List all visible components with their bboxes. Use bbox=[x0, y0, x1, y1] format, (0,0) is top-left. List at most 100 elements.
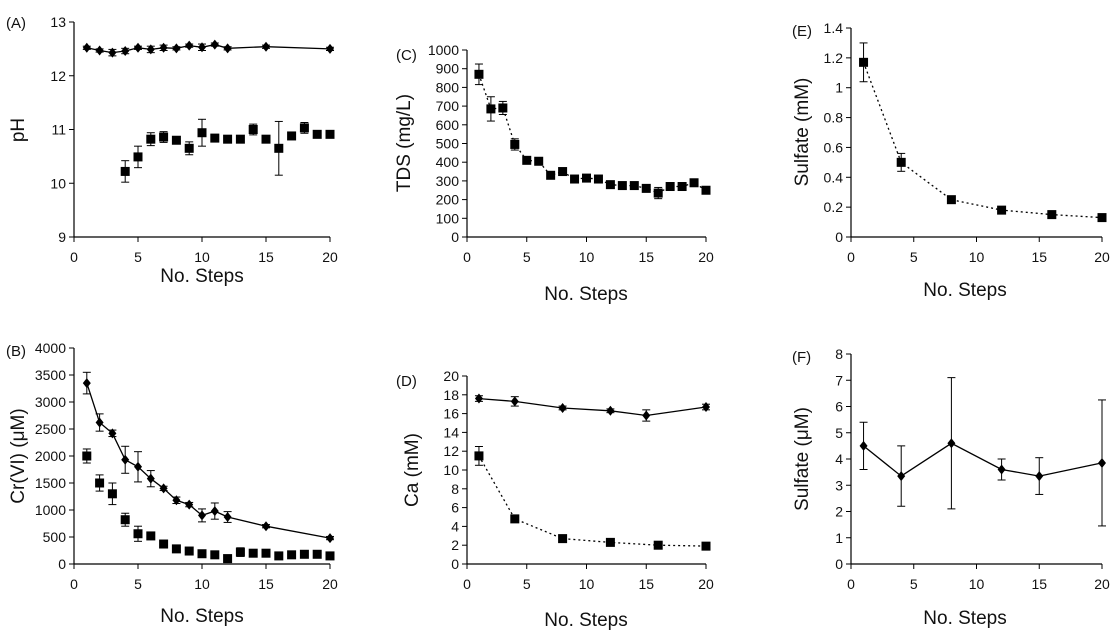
x-tick-label: 20 bbox=[322, 249, 338, 265]
data-point-square bbox=[546, 170, 556, 180]
y-tick-label: 1000 bbox=[428, 42, 459, 58]
data-point-square bbox=[312, 129, 322, 139]
data-point-square bbox=[665, 182, 675, 192]
y-tick-label: 100 bbox=[436, 210, 460, 226]
data-point-square bbox=[510, 139, 520, 149]
data-point-square bbox=[299, 549, 309, 559]
panel-f-sulfate-um: 0 1 2 3 4 5 6 7 8 0 5 10 15 20 (F) No. Steps Sulfate (μM… bbox=[792, 346, 1110, 629]
y-axis-label: Sulfate (μM) bbox=[792, 407, 813, 511]
y-axis-label: pH bbox=[8, 118, 29, 142]
y-tick-label: 14 bbox=[443, 424, 459, 440]
data-point-square bbox=[1047, 210, 1057, 220]
x-axis-label: No. Steps bbox=[923, 608, 1006, 629]
series-line bbox=[478, 74, 707, 194]
data-point-diamond bbox=[185, 499, 194, 510]
x-tick-label: 5 bbox=[910, 249, 918, 265]
data-point-square bbox=[1097, 213, 1107, 223]
x-tick-label: 5 bbox=[134, 576, 142, 592]
data-point-diamond bbox=[997, 464, 1006, 475]
data-point-square bbox=[210, 550, 220, 560]
x-tick-label: 15 bbox=[638, 576, 654, 592]
y-tick-label: 4 bbox=[835, 451, 843, 467]
data-point-diamond bbox=[134, 42, 142, 53]
data-point-square bbox=[582, 173, 591, 183]
x-tick-label: 20 bbox=[1094, 576, 1110, 592]
y-tick-label: 4000 bbox=[35, 340, 66, 356]
data-point-square bbox=[261, 134, 271, 144]
y-tick-label: 3000 bbox=[35, 394, 66, 410]
data-point-diamond bbox=[702, 402, 710, 413]
y-axis-label: Ca (mM) bbox=[402, 433, 423, 507]
series-line bbox=[862, 62, 1103, 219]
data-point-diamond bbox=[159, 483, 168, 494]
y-tick-label: 6 bbox=[835, 399, 843, 415]
data-point-square bbox=[474, 69, 484, 79]
y-tick-label: 1 bbox=[835, 530, 843, 546]
x-tick-label: 0 bbox=[70, 576, 78, 592]
data-point-square bbox=[534, 156, 544, 166]
x-axis-label: No. Steps bbox=[160, 606, 243, 627]
data-point-square bbox=[510, 514, 520, 524]
y-tick-label: 300 bbox=[436, 173, 460, 189]
data-point-diamond bbox=[108, 47, 117, 58]
panel-label: (A) bbox=[6, 15, 26, 32]
data-point-square bbox=[210, 133, 220, 143]
x-tick-label: 15 bbox=[1031, 576, 1047, 592]
y-tick-label: 1500 bbox=[35, 475, 66, 491]
x-axis-label: No. Steps bbox=[160, 266, 243, 287]
data-point-diamond bbox=[198, 510, 206, 521]
y-tick-label: 400 bbox=[436, 154, 460, 170]
data-point-square bbox=[474, 451, 484, 461]
y-tick-label: 900 bbox=[436, 61, 460, 77]
data-point-diamond bbox=[108, 428, 117, 439]
data-point-diamond bbox=[262, 41, 270, 52]
x-axis-label: No. Steps bbox=[923, 280, 1006, 301]
data-point-diamond bbox=[121, 46, 130, 57]
x-tick-label: 10 bbox=[969, 249, 985, 265]
y-tick-label: 5 bbox=[835, 425, 843, 441]
data-point-square bbox=[120, 166, 130, 176]
panel-c-tds: 0 100 200 300 400 500 600 700 800 900 1000 0 5 10 15 20… bbox=[394, 42, 714, 305]
data-point-square bbox=[605, 537, 615, 547]
data-point-square bbox=[197, 128, 207, 138]
data-point-square bbox=[223, 134, 233, 144]
y-tick-label: 2 bbox=[451, 537, 459, 553]
data-point-diamond bbox=[326, 533, 334, 544]
x-axis-label: No. Steps bbox=[544, 610, 627, 630]
y-tick-label: 0 bbox=[58, 556, 66, 572]
y-tick-label: 0.2 bbox=[824, 199, 844, 215]
data-point-diamond bbox=[95, 45, 104, 56]
data-point-square bbox=[593, 174, 603, 184]
y-tick-label: 500 bbox=[436, 136, 460, 152]
x-tick-label: 20 bbox=[698, 576, 714, 592]
data-point-square bbox=[997, 205, 1007, 215]
data-point-diamond bbox=[146, 473, 155, 484]
data-point-square bbox=[558, 534, 568, 544]
y-tick-label: 0 bbox=[451, 229, 459, 245]
data-point-diamond bbox=[1098, 457, 1106, 468]
panel-label: (B) bbox=[6, 343, 26, 360]
y-tick-label: 700 bbox=[436, 98, 460, 114]
y-tick-label: 20 bbox=[443, 368, 459, 384]
data-point-square bbox=[95, 478, 105, 488]
panel-label: (F) bbox=[792, 349, 811, 366]
x-tick-label: 15 bbox=[638, 249, 654, 265]
data-point-square bbox=[261, 548, 271, 558]
y-tick-label: 12 bbox=[50, 68, 66, 84]
data-point-diamond bbox=[558, 402, 567, 413]
x-tick-label: 5 bbox=[910, 576, 918, 592]
data-point-square bbox=[159, 539, 169, 549]
data-point-diamond bbox=[121, 454, 130, 465]
x-tick-label: 0 bbox=[847, 249, 855, 265]
data-point-square bbox=[184, 143, 194, 153]
data-point-square bbox=[299, 123, 309, 133]
data-point-square bbox=[896, 157, 906, 167]
x-tick-label: 15 bbox=[1031, 249, 1047, 265]
y-tick-label: 8 bbox=[451, 481, 459, 497]
y-tick-label: 2500 bbox=[35, 421, 66, 437]
y-tick-label: 500 bbox=[43, 529, 67, 545]
panel-d-ca: 0 2 4 6 8 10 12 14 16 18 20 0 5 10 15 20 (D) No. Steps Ca … bbox=[396, 368, 714, 630]
data-point-diamond bbox=[326, 43, 334, 54]
data-point-diamond bbox=[172, 43, 181, 54]
